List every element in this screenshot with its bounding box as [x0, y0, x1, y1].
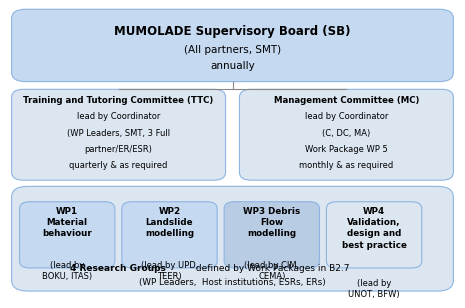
Text: lead by Coordinator: lead by Coordinator — [77, 112, 160, 121]
Text: 4 Research Groups: 4 Research Groups — [70, 264, 166, 274]
Text: (lead by
UNOT, BFW): (lead by UNOT, BFW) — [348, 279, 400, 299]
FancyBboxPatch shape — [224, 202, 319, 268]
FancyBboxPatch shape — [122, 202, 217, 268]
FancyBboxPatch shape — [12, 9, 453, 82]
Text: WP3 Debris
Flow
modelling: WP3 Debris Flow modelling — [243, 207, 300, 238]
Text: WP4
Validation,
design and
best practice: WP4 Validation, design and best practice — [342, 207, 406, 249]
Text: (C, DC, MA): (C, DC, MA) — [322, 129, 371, 138]
Text: Training and Tutoring Committee (TTC): Training and Tutoring Committee (TTC) — [23, 96, 214, 105]
FancyBboxPatch shape — [12, 89, 226, 180]
Text: (All partners, SMT): (All partners, SMT) — [184, 45, 281, 55]
Text: (WP Leaders,  Host institutions, ESRs, ERs): (WP Leaders, Host institutions, ESRs, ER… — [139, 278, 326, 287]
FancyBboxPatch shape — [12, 186, 453, 291]
Text: Work Package WP 5: Work Package WP 5 — [305, 145, 388, 154]
Text: WP2
Landslide
modelling: WP2 Landslide modelling — [145, 207, 194, 238]
Text: (lead by CIM,
CEMA): (lead by CIM, CEMA) — [244, 261, 299, 281]
Text: Management Committee (MC): Management Committee (MC) — [274, 96, 419, 105]
Text: (WP Leaders, SMT, 3 Full: (WP Leaders, SMT, 3 Full — [67, 129, 170, 138]
FancyBboxPatch shape — [20, 202, 115, 268]
Text: MUMOLADE Supervisory Board (SB): MUMOLADE Supervisory Board (SB) — [114, 25, 351, 38]
FancyBboxPatch shape — [326, 202, 422, 268]
Text: lead by Coordinator: lead by Coordinator — [305, 112, 388, 121]
FancyBboxPatch shape — [239, 89, 453, 180]
Text: WP1
Material
behaviour: WP1 Material behaviour — [42, 207, 92, 238]
Text: (lead by UPD,
TEER): (lead by UPD, TEER) — [141, 261, 198, 281]
Text: monthly & as required: monthly & as required — [299, 161, 393, 170]
Text: annually: annually — [210, 61, 255, 71]
Text: quarterly & as required: quarterly & as required — [69, 161, 168, 170]
Text: partner/ER/ESR): partner/ER/ESR) — [85, 145, 153, 154]
Text: (lead by
BOKU, ITAS): (lead by BOKU, ITAS) — [42, 261, 92, 281]
Text: defined by Work Packages in B2.7: defined by Work Packages in B2.7 — [193, 264, 350, 274]
